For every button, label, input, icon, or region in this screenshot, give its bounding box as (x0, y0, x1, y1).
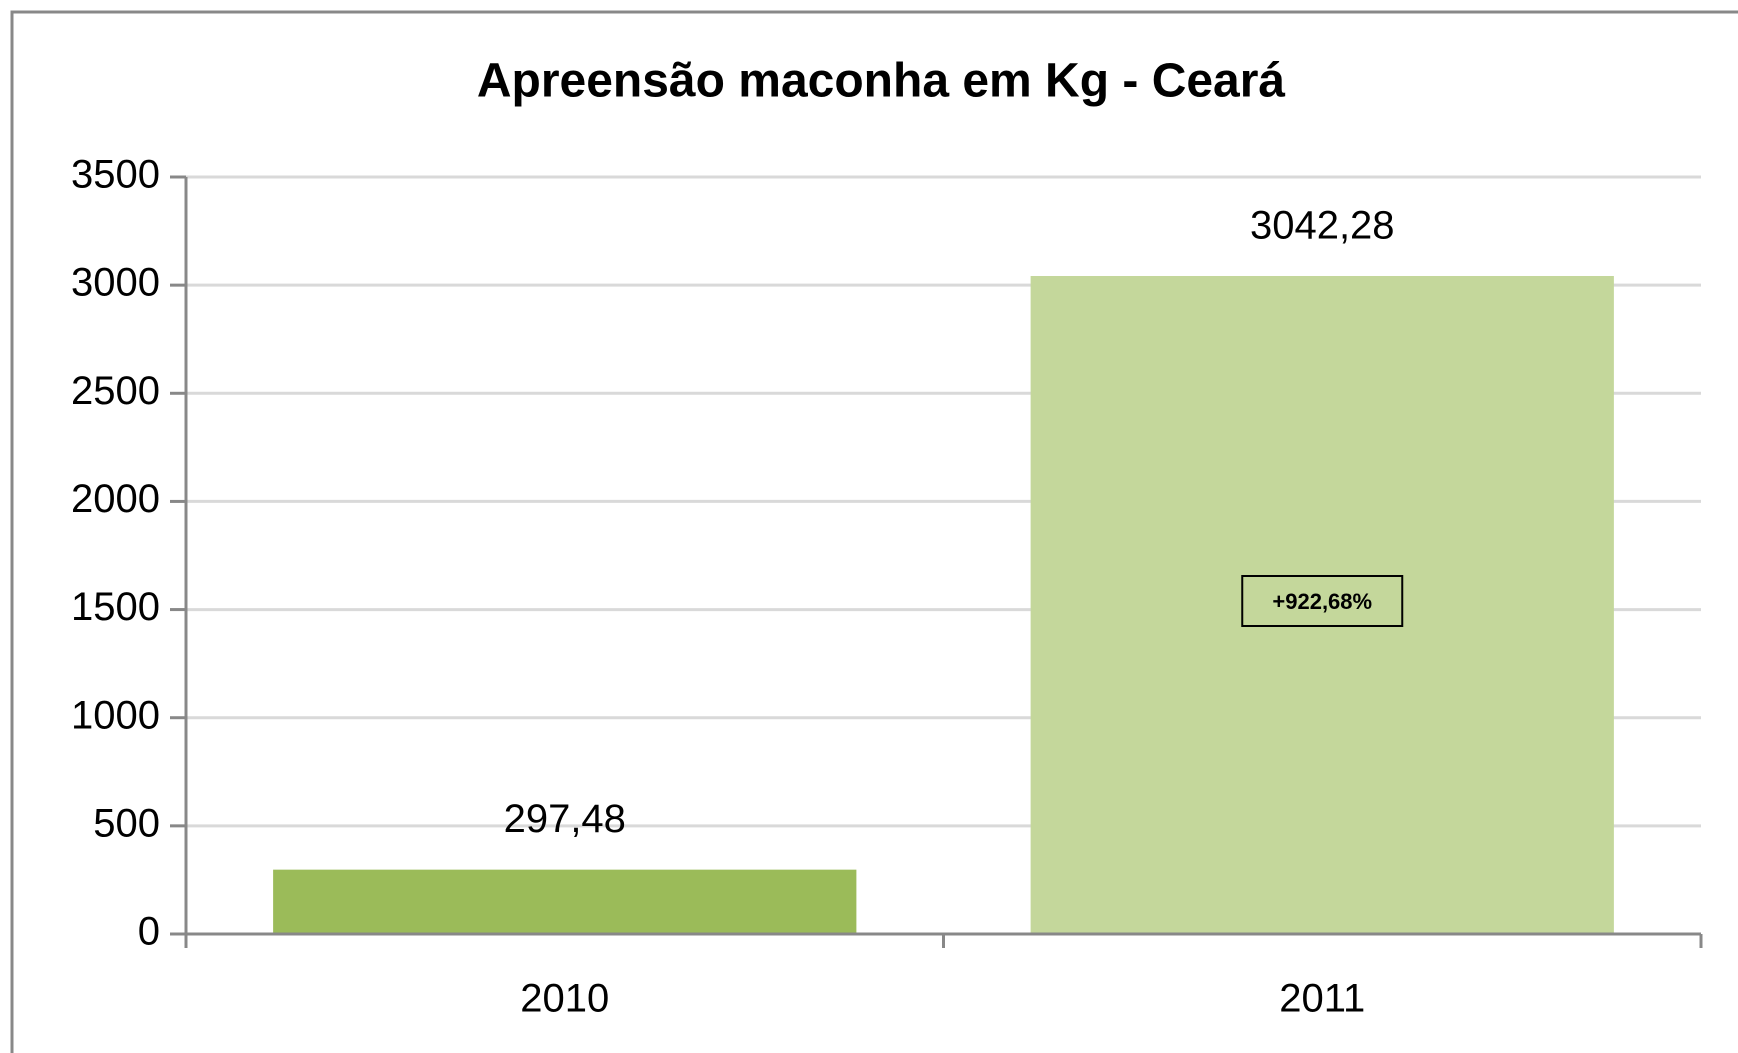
y-tick-label: 3000 (71, 261, 160, 305)
x-tick-label: 2010 (520, 977, 609, 1021)
y-tick-label: 0 (138, 910, 160, 954)
y-tick-label: 2500 (71, 369, 160, 413)
y-tick-label: 1500 (71, 585, 160, 629)
value-label: 297,48 (504, 797, 626, 841)
y-tick-label: 3500 (71, 153, 160, 197)
chart-title: Apreensão maconha em Kg - Ceará (477, 55, 1286, 108)
bar (273, 869, 857, 934)
x-tick-label: 2011 (1279, 977, 1365, 1021)
annotation-box (1241, 575, 1404, 627)
y-tick-label: 500 (93, 801, 160, 845)
bar (1030, 275, 1614, 934)
value-label: 3042,28 (1250, 204, 1395, 248)
y-tick-label: 2000 (71, 477, 160, 521)
annotation: +922,68% (1272, 589, 1372, 614)
y-tick-label: 1000 (71, 693, 160, 737)
